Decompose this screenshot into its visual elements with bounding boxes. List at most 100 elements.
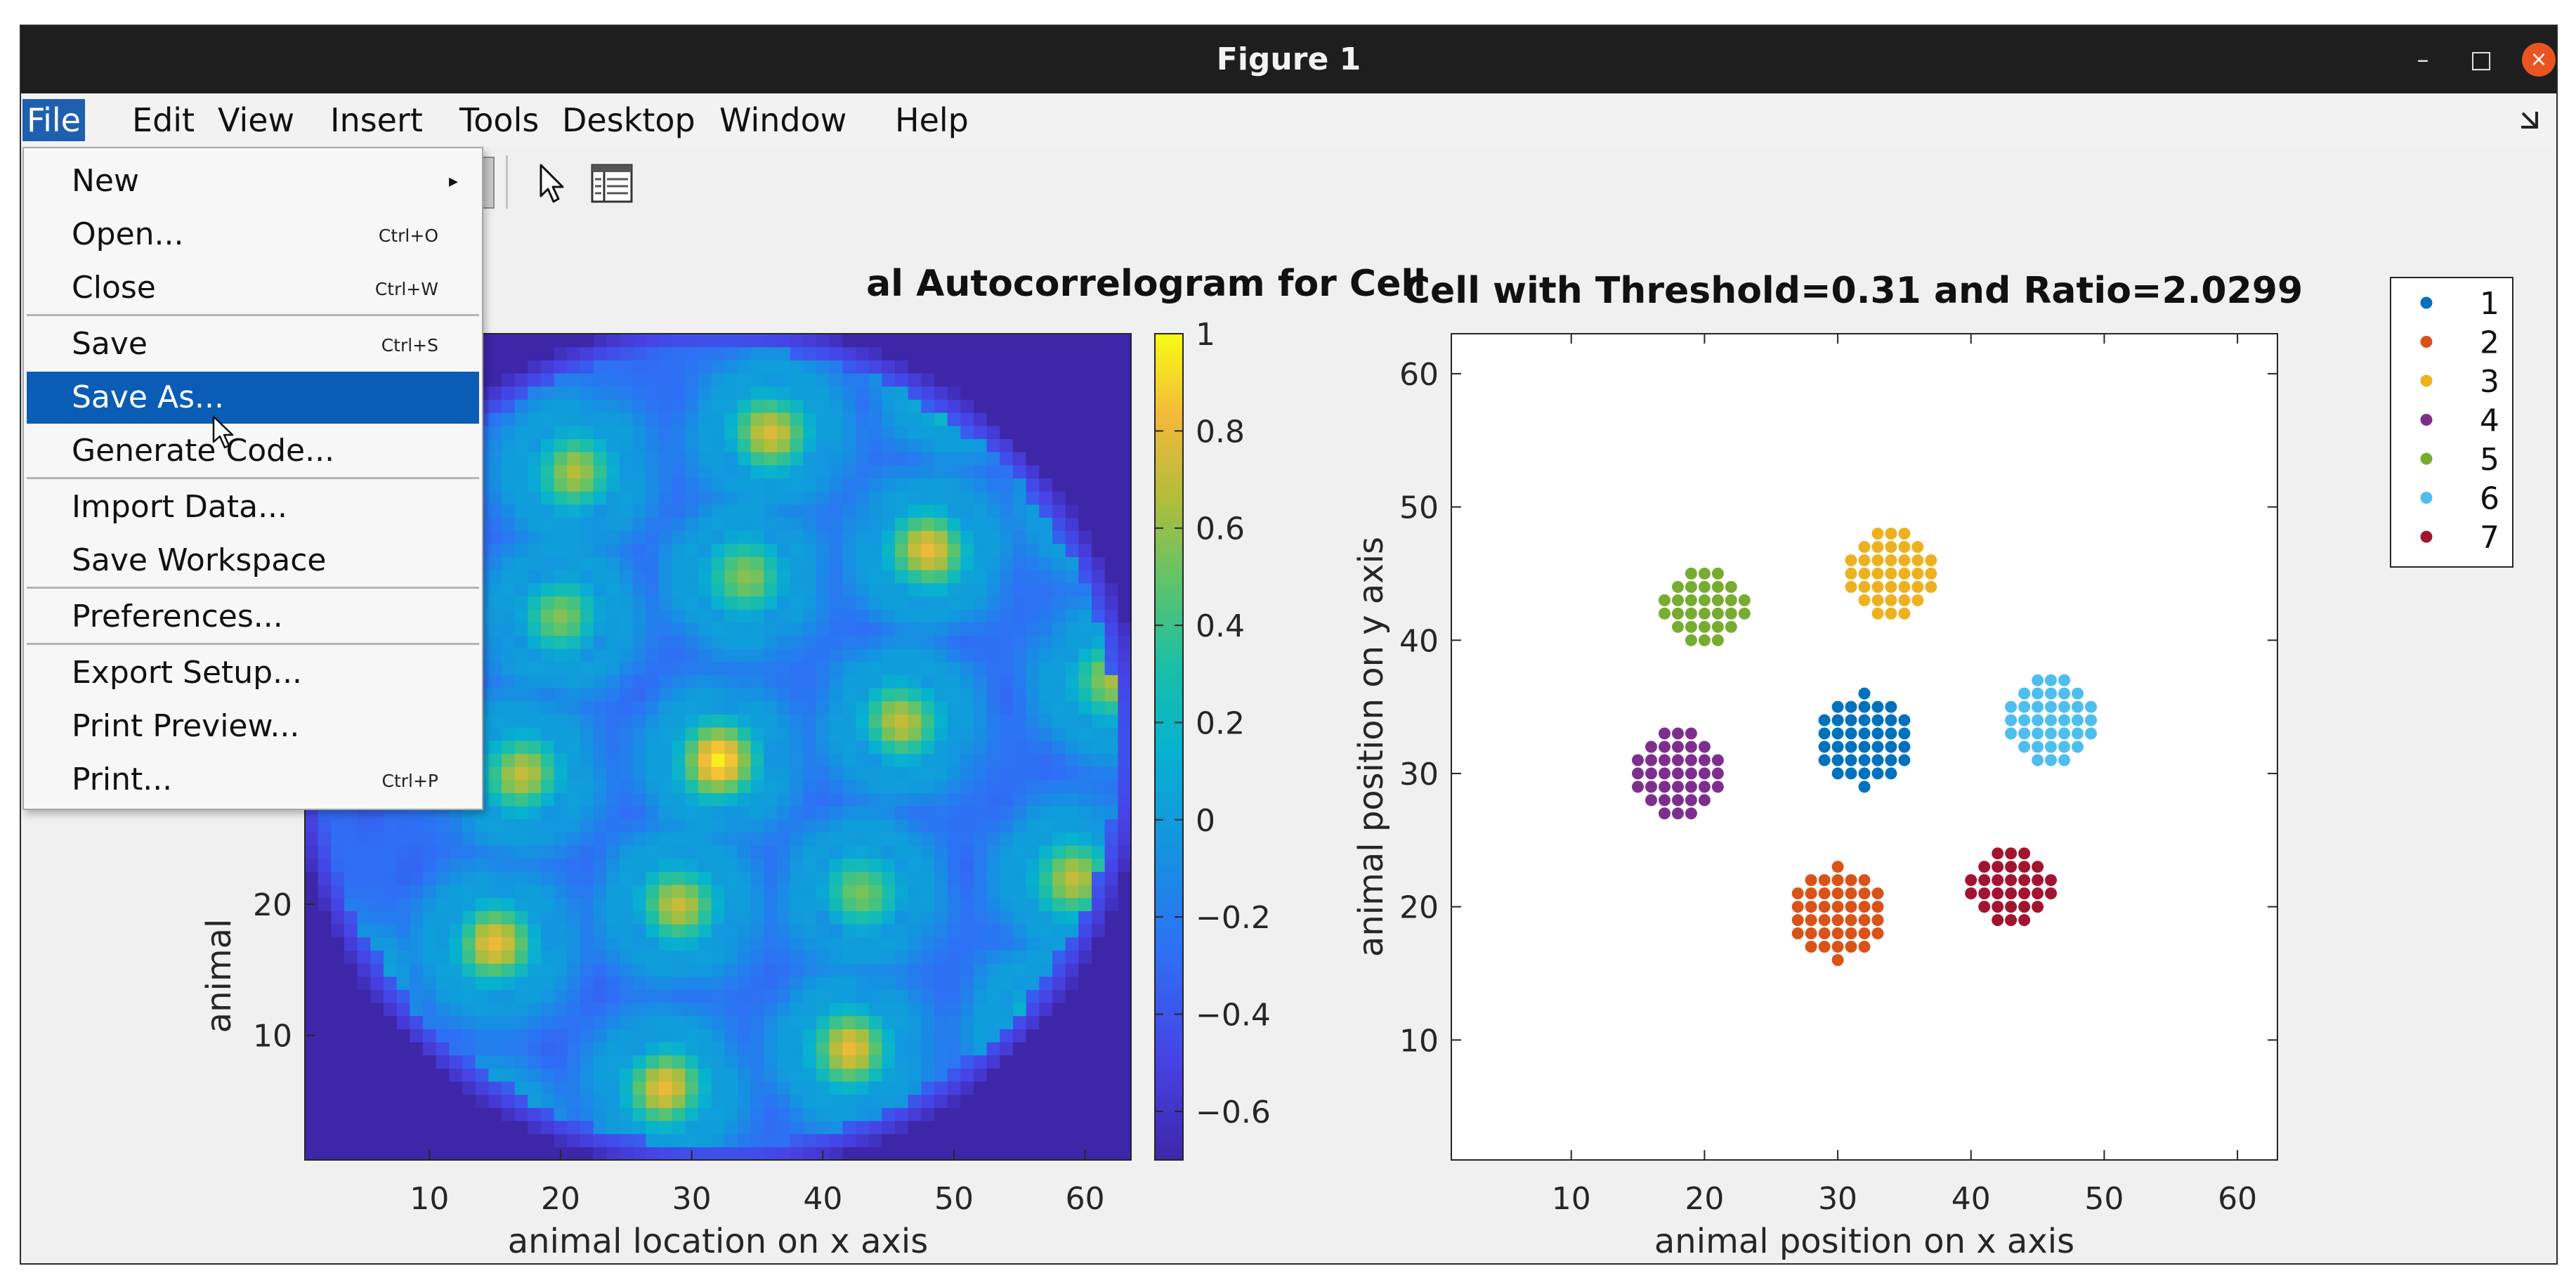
heatmap-cell xyxy=(1052,976,1066,990)
heatmap-cell xyxy=(829,464,843,478)
menu-desktop[interactable]: Desktop xyxy=(562,101,695,139)
heatmap-cell xyxy=(895,753,909,767)
heatmap-cell xyxy=(606,767,620,781)
menu-tools[interactable]: Tools xyxy=(459,101,540,139)
heatmap-cell xyxy=(764,818,778,833)
heatmap-cell xyxy=(803,858,817,872)
title-bar[interactable]: Figure 1 – □ × xyxy=(21,26,2556,93)
file-menu-item-print-preview[interactable]: Print Preview... xyxy=(27,700,479,752)
file-menu-item-close[interactable]: Close Ctrl+W xyxy=(27,262,479,314)
heatmap-cell xyxy=(908,1133,922,1147)
file-menu-item-new[interactable]: New ▸ xyxy=(27,155,479,207)
file-menu-item-open[interactable]: Open... Ctrl+O xyxy=(27,209,479,261)
heatmap-cell xyxy=(764,622,778,636)
heatmap-cell xyxy=(396,1081,410,1095)
heatmap-cell xyxy=(1078,556,1092,570)
file-menu-item-save[interactable]: Save Ctrl+S xyxy=(27,318,479,370)
file-menu-item-save-workspace[interactable]: Save Workspace xyxy=(27,535,479,587)
heatmap-cell xyxy=(1118,648,1131,663)
minimize-button[interactable]: – xyxy=(2417,46,2429,74)
heatmap-cell xyxy=(659,937,673,951)
file-menu-item-print[interactable]: Print... Ctrl+P xyxy=(27,754,479,806)
pointer-icon[interactable] xyxy=(534,162,570,204)
scatter-point xyxy=(1685,580,1697,593)
heatmap-cell xyxy=(868,1068,882,1082)
heatmap-cell xyxy=(541,792,555,807)
heatmap-cell xyxy=(764,1068,778,1082)
heatmap-cell xyxy=(528,373,542,387)
file-menu-item-import-data[interactable]: Import Data... xyxy=(27,481,479,533)
menu-file[interactable]: File xyxy=(22,99,85,141)
heatmap-cell xyxy=(1065,570,1079,584)
heatmap-cell xyxy=(488,346,502,360)
menu-window[interactable]: Window xyxy=(719,101,847,139)
menu-help[interactable]: Help xyxy=(895,101,969,139)
heatmap-cell xyxy=(711,386,725,400)
heatmap-cell xyxy=(1118,452,1131,466)
heatmap-cell xyxy=(908,714,922,728)
menu-insert[interactable]: Insert xyxy=(330,101,423,139)
heatmap-cell xyxy=(370,897,384,911)
heatmap-cell xyxy=(790,976,804,990)
heatmap-cell xyxy=(672,700,686,715)
heatmap-cell xyxy=(829,832,843,846)
heatmap-cell xyxy=(449,858,463,872)
file-menu-item-save-as[interactable]: Save As... xyxy=(27,372,479,424)
heatmap-cell xyxy=(646,1133,660,1147)
heatmap-cell xyxy=(357,897,371,911)
file-menu-item-preferences[interactable]: Preferences... xyxy=(27,591,479,643)
heatmap-cell xyxy=(724,464,738,478)
menu-edit[interactable]: Edit xyxy=(132,101,195,139)
heatmap-cell xyxy=(436,1003,450,1017)
heatmap-cell xyxy=(738,346,752,360)
heatmap-cell xyxy=(488,504,502,518)
heatmap-cell xyxy=(777,911,791,925)
heatmap-cell xyxy=(672,1094,686,1108)
heatmap-cell xyxy=(724,1107,738,1121)
heatmap-cell xyxy=(1118,792,1131,807)
heatmap-cell xyxy=(685,924,699,938)
heatmap-cell xyxy=(344,937,358,951)
heatmap-cell xyxy=(685,346,699,360)
heatmap-cell xyxy=(606,412,620,426)
heatmap-cell xyxy=(475,1107,489,1121)
property-inspector-icon[interactable] xyxy=(589,161,635,206)
heatmap-cell xyxy=(1026,753,1040,767)
heatmap-cell xyxy=(659,818,673,833)
close-button[interactable]: × xyxy=(2522,43,2556,77)
heatmap-cell xyxy=(790,1147,804,1160)
dock-figure-icon[interactable] xyxy=(2516,106,2544,134)
menu-view[interactable]: View xyxy=(218,101,295,139)
heatmap-cell xyxy=(921,543,935,557)
heatmap-cell xyxy=(764,779,778,793)
heatmap-cell xyxy=(410,950,424,964)
heatmap-cell xyxy=(384,885,398,899)
heatmap-cell xyxy=(1118,399,1131,413)
heatmap-cell xyxy=(856,871,870,885)
heatmap-cell xyxy=(974,425,988,439)
heatmap-cell xyxy=(1052,1055,1066,1069)
file-menu-item-export-setup[interactable]: Export Setup... xyxy=(27,647,479,699)
heatmap-cell xyxy=(410,1107,424,1121)
heatmap-cell xyxy=(318,1055,332,1069)
heatmap-cell xyxy=(895,1133,909,1147)
heatmap-cell xyxy=(816,1094,830,1108)
heatmap-cell xyxy=(646,609,660,623)
heatmap-cell xyxy=(318,1133,332,1147)
maximize-button[interactable]: □ xyxy=(2469,46,2493,74)
heatmap-cell xyxy=(1000,504,1014,518)
heatmap-cell xyxy=(580,412,594,426)
legend-box[interactable] xyxy=(2390,277,2513,568)
heatmap-cell xyxy=(514,792,528,807)
heatmap-cell xyxy=(502,648,516,663)
heatmap-cell xyxy=(724,767,738,781)
scatter-point xyxy=(1871,594,1884,606)
heatmap-cell xyxy=(868,491,882,505)
file-menu-item-generate-code[interactable]: Generate Code... xyxy=(27,425,479,477)
heatmap-cell xyxy=(554,1133,568,1147)
heatmap-cell xyxy=(1039,373,1053,387)
heatmap-cell xyxy=(554,688,568,702)
heatmap-cell xyxy=(1000,740,1014,754)
scatter-point xyxy=(1672,754,1684,767)
heatmap-cell xyxy=(908,976,922,990)
